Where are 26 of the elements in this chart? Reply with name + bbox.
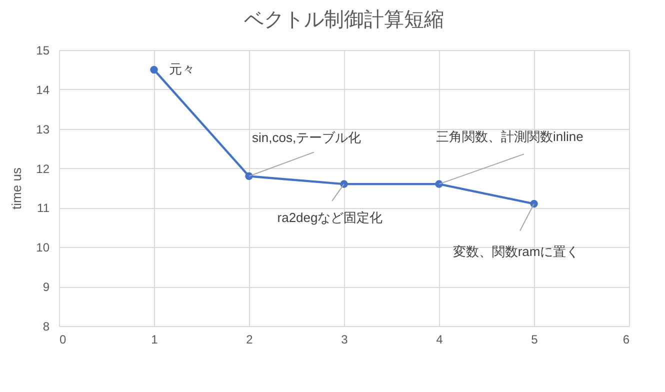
x-tick-label: 5: [531, 332, 538, 346]
chart-title: ベクトル制御計算短縮: [244, 9, 444, 31]
y-tick-label: 9: [42, 280, 50, 294]
point: [150, 66, 158, 74]
point: [245, 172, 253, 180]
x-tick-label: 3: [341, 332, 348, 346]
point: [435, 180, 443, 188]
y-axis-title: time us: [9, 167, 24, 210]
annotation: sin,cos,テーブル化: [252, 130, 362, 146]
annotation: 変数、関数ramに置く: [452, 244, 580, 259]
x-tick-label: 0: [60, 332, 66, 346]
y-tick-label: 12: [36, 162, 50, 176]
x-tick-label: 4: [436, 332, 444, 346]
y-tick-label: 8: [42, 320, 50, 334]
x-tick-label: 2: [246, 332, 254, 346]
y-tick-label: 13: [36, 122, 50, 136]
x-tick-label: 1: [151, 332, 158, 346]
y-tick-label: 10: [36, 240, 50, 255]
annotation: ra2degなど固定化: [277, 210, 383, 226]
x-tick-label: 6: [622, 332, 630, 346]
y-tick-label: 11: [37, 201, 50, 216]
point: [530, 200, 538, 208]
annotation: 三角関数、計測関数inline: [436, 129, 584, 144]
y-tick-label: 14: [36, 82, 50, 97]
y-tick-label: 15: [36, 44, 50, 58]
annotation: 元々: [169, 62, 195, 77]
